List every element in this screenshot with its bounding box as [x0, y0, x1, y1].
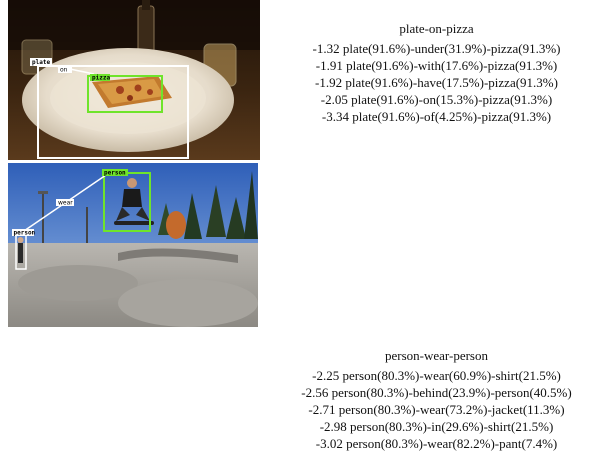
pizza-box	[87, 75, 163, 113]
ranked-line: -2.98 person(80.3%)-in(29.6%)-shirt(21.5…	[319, 419, 554, 434]
ranked-line: -1.32 plate(91.6%)-under(31.9%)-pizza(91…	[312, 41, 561, 56]
ranked-line: -1.92 plate(91.6%)-have(17.5%)-pizza(91.…	[315, 75, 558, 90]
on-tag-text: on	[60, 67, 68, 74]
plate-tag-text: plate	[32, 59, 50, 66]
person-small-tag	[12, 229, 34, 236]
on-tag	[58, 66, 72, 73]
plate-pizza-photo: plate on pizza	[8, 0, 260, 160]
caption-title: plate-on-pizza	[399, 21, 474, 36]
person-main-tag-text: person	[104, 170, 126, 177]
skatepark-photo: person wear person	[8, 163, 258, 327]
example-person-wear-person: person wear person person-wear-person -2…	[0, 163, 611, 451]
plate-tag	[30, 58, 52, 66]
person-main-tag	[102, 169, 128, 176]
caption-plate-on-pizza: plate-on-pizza -1.32 plate(91.6%)-under(…	[262, 20, 611, 125]
plate-pizza-scene: plate on pizza	[8, 0, 260, 160]
caption-title: person-wear-person	[385, 348, 488, 363]
ranked-line: -2.05 plate(91.6%)-on(15.3%)-pizza(91.3%…	[320, 92, 553, 107]
ranked-line: -2.25 person(80.3%)-wear(60.9%)-shirt(21…	[312, 368, 561, 383]
pizza-tag	[90, 74, 110, 81]
ranked-line: -1.91 plate(91.6%)-with(17.6%)-pizza(91.…	[315, 58, 558, 73]
wear-tag-text: wear	[58, 200, 73, 207]
ranked-line: -2.56 person(80.3%)-behind(23.9%)-person…	[301, 385, 572, 400]
skatepark-scene: person wear person	[8, 163, 258, 327]
ranked-line: -3.34 plate(91.6%)-of(4.25%)-pizza(91.3%…	[321, 109, 552, 124]
ranked-line: -2.71 person(80.3%)-wear(73.2%)-jacket(1…	[308, 402, 565, 417]
pizza-tag-text: pizza	[92, 75, 110, 82]
example-plate-on-pizza: plate on pizza plate-on-pizza -1.32 plat…	[0, 0, 611, 160]
ranked-line: -3.02 person(80.3%)-wear(82.2%)-pant(7.4…	[315, 436, 558, 451]
caption-person-wear-person: person-wear-person -2.25 person(80.3%)-w…	[262, 347, 611, 452]
person-small-tag-text: person	[14, 230, 36, 237]
plate-box	[37, 65, 189, 159]
wear-tag	[56, 199, 74, 206]
